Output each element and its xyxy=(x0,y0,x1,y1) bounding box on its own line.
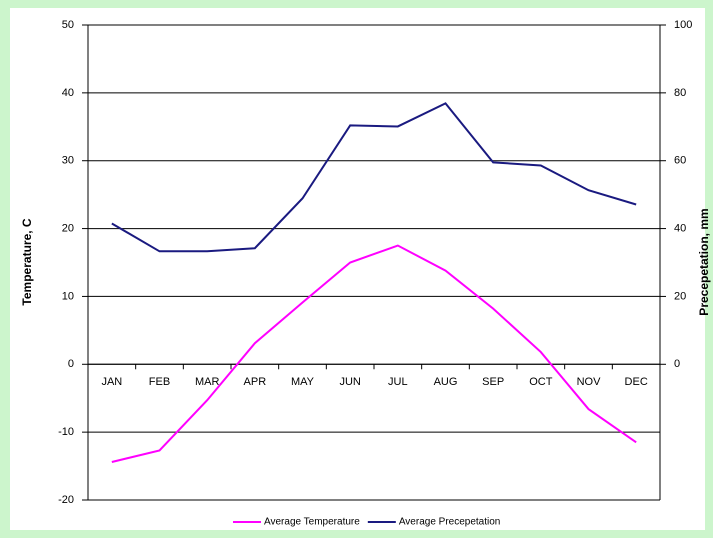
legend-label: Average Temperature xyxy=(264,517,360,528)
x-tick-label: NOV xyxy=(577,376,602,388)
series-line xyxy=(111,244,637,463)
y2-tick-label: 100 xyxy=(674,19,692,31)
y2-tick-label: 60 xyxy=(674,155,686,167)
x-tick-label: JAN xyxy=(101,376,122,388)
y2-tick-label: 80 xyxy=(674,87,686,99)
y-tick-label: -10 xyxy=(58,426,74,438)
x-tick-label: JUL xyxy=(388,376,408,388)
x-tick-label: MAY xyxy=(291,376,315,388)
x-tick-label: MAR xyxy=(195,376,220,388)
y-tick-label: 30 xyxy=(62,155,74,167)
y2-tick-label: 0 xyxy=(674,358,680,370)
y-tick-label: 10 xyxy=(62,290,74,302)
x-tick-label: APR xyxy=(244,376,267,388)
series-line xyxy=(111,102,637,253)
legend-label: Average Precepetation xyxy=(399,517,501,528)
y-tick-label: -20 xyxy=(58,494,74,506)
x-tick-label: FEB xyxy=(149,376,170,388)
x-tick-label: DEC xyxy=(625,376,648,388)
y-axis-label: Temperature, C xyxy=(20,218,34,305)
y-tick-label: 40 xyxy=(62,87,74,99)
chart-area xyxy=(10,8,705,530)
y2-tick-label: 20 xyxy=(674,290,686,302)
y-tick-label: 0 xyxy=(68,358,74,370)
y2-tick-label: 40 xyxy=(674,222,686,234)
y2-axis-label: Precepetation, mm xyxy=(697,208,711,315)
x-tick-label: SEP xyxy=(482,376,504,388)
x-tick-label: JUN xyxy=(339,376,360,388)
x-tick-label: OCT xyxy=(529,376,553,388)
y-tick-label: 20 xyxy=(62,222,74,234)
x-tick-label: AUG xyxy=(434,376,458,388)
y-tick-label: 50 xyxy=(62,19,74,31)
